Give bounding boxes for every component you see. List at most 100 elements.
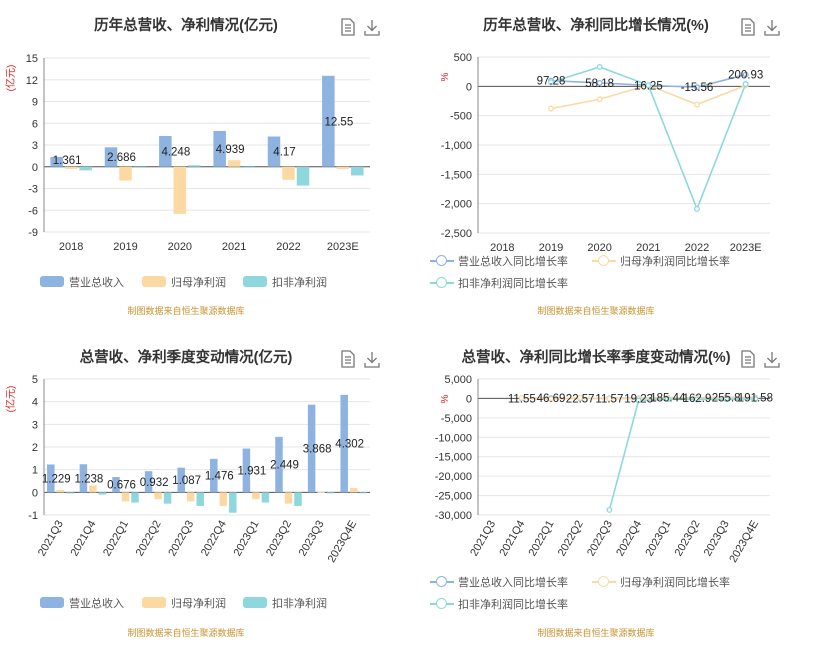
y-tick-label: 0 <box>32 162 38 174</box>
bar <box>242 448 251 493</box>
legend-swatch <box>40 597 64 608</box>
x-tick-label: 2023Q4E <box>326 519 360 565</box>
bar <box>131 492 139 503</box>
bar <box>252 492 260 500</box>
bar <box>154 492 162 500</box>
data-label: 255.8 <box>712 392 741 404</box>
legend-label[interactable]: 营业总收入 <box>69 598 124 610</box>
bar <box>47 464 55 493</box>
bar <box>196 492 204 506</box>
x-tick-label: 2022 <box>685 242 709 254</box>
y-tick-label: 0 <box>466 81 472 93</box>
bar <box>322 75 335 167</box>
download-icon[interactable] <box>764 350 780 368</box>
x-tick-label: 2022 <box>276 241 300 253</box>
annual-revenue-profit-panel: 历年总营收、净利情况(亿元) (亿元) -9 -6 -3 0 3 6 9 12 15 2018 201… <box>0 0 410 332</box>
bar <box>275 436 283 493</box>
source-note: 制图数据来自恒生聚源数据库 <box>537 628 655 638</box>
legend-marker <box>430 598 454 610</box>
bar <box>144 471 153 493</box>
bar <box>159 135 172 167</box>
legend-label[interactable]: 营业总收入同比增长率 <box>458 256 568 268</box>
legend-label[interactable]: 扣非净利润 <box>272 277 327 289</box>
x-tick-label: 2023E <box>327 241 359 253</box>
unit-label: % <box>440 72 451 81</box>
data-point <box>664 396 671 403</box>
chart-canvas: (亿元) -9 -6 -3 0 3 6 9 12 15 2018 2019 2020 2021 2022 20… <box>4 53 370 253</box>
x-tick-label: 2019 <box>539 242 563 254</box>
legend-label[interactable]: 扣非净利润同比增长率 <box>458 278 568 290</box>
y-tick-label: 6 <box>32 118 38 130</box>
x-tick-label: 2021Q4 <box>497 519 527 559</box>
y-tick-label: 4 <box>32 397 38 409</box>
data-point <box>606 506 613 513</box>
legend-label[interactable]: 归母净利润同比增长率 <box>620 256 730 268</box>
y-tick-label: 0 <box>466 393 472 405</box>
y-tick-label: 3 <box>32 419 38 431</box>
x-tick-label: 2023Q2 <box>673 519 703 559</box>
data-point <box>635 397 642 404</box>
data-label: 200.93 <box>728 70 763 82</box>
x-tick-label: 2022Q1 <box>101 519 131 559</box>
data-label: 1.361 <box>53 155 82 167</box>
data-label: 11.57 <box>595 393 623 405</box>
x-tick-label: 2022Q4 <box>614 519 644 559</box>
legend-label[interactable]: 扣非净利润同比增长率 <box>458 599 568 611</box>
bar <box>317 491 325 493</box>
data-label: 97.28 <box>537 76 566 88</box>
y-tick-label: -5,000 <box>441 413 472 425</box>
document-icon[interactable] <box>340 350 356 368</box>
data-point <box>596 79 603 86</box>
bar <box>56 490 65 493</box>
bar <box>133 166 147 168</box>
data-point <box>723 396 730 403</box>
data-label: 58.18 <box>585 78 614 90</box>
data-point <box>548 396 554 403</box>
download-icon[interactable] <box>364 350 380 368</box>
chart-title: 总营收、净利季度变动情况(亿元) <box>79 350 293 366</box>
document-icon[interactable] <box>740 350 756 368</box>
document-icon[interactable] <box>740 18 756 36</box>
data-label: 0.676 <box>107 480 136 492</box>
data-point <box>694 101 700 108</box>
data-label: 2.686 <box>107 152 136 164</box>
legend-label[interactable]: 营业总收入 <box>69 277 124 289</box>
data-point <box>596 64 603 70</box>
data-label: 1.229 <box>42 473 71 485</box>
legend-marker <box>592 576 616 588</box>
bar <box>112 477 120 493</box>
data-label: 46.69 <box>537 393 566 405</box>
data-label: 4.939 <box>216 144 245 156</box>
y-tick-label: 1 <box>32 465 38 477</box>
data-label: 1.931 <box>238 465 267 477</box>
x-tick-label: 2022Q2 <box>134 519 164 559</box>
legend-label[interactable]: 扣非净利润 <box>272 598 327 610</box>
legend-label[interactable]: 归母净利润 <box>171 277 226 289</box>
data-label: 2.449 <box>270 460 299 472</box>
legend-marker <box>430 255 454 267</box>
data-point <box>548 105 554 112</box>
bar <box>340 394 348 493</box>
source-note: 制图数据来自恒生聚源数据库 <box>127 628 245 638</box>
data-label: 16.25 <box>634 80 663 92</box>
download-icon[interactable] <box>764 18 780 36</box>
bar <box>219 492 228 506</box>
x-tick-label: 2022Q1 <box>527 519 557 559</box>
chart-canvas: % -30,000 -25,000 -20,000 -15,000 -10,000 -5,0… <box>435 374 773 565</box>
y-tick-label: 500 <box>454 52 472 64</box>
y-tick-label: -20,000 <box>435 471 472 483</box>
bar <box>296 166 310 186</box>
document-icon[interactable] <box>340 18 356 36</box>
y-tick-label: 0 <box>32 487 38 499</box>
legend-swatch <box>40 276 64 287</box>
bar <box>119 166 132 181</box>
bar <box>173 166 187 214</box>
legend-label[interactable]: 归母净利润 <box>171 598 226 610</box>
download-icon[interactable] <box>364 18 380 36</box>
y-tick-label: 12 <box>26 75 38 87</box>
y-tick-label: -1,000 <box>441 140 472 152</box>
data-point <box>694 84 700 91</box>
legend-label[interactable]: 归母净利润同比增长率 <box>620 577 730 589</box>
bar <box>227 160 241 167</box>
legend-label[interactable]: 营业总收入同比增长率 <box>458 577 568 589</box>
